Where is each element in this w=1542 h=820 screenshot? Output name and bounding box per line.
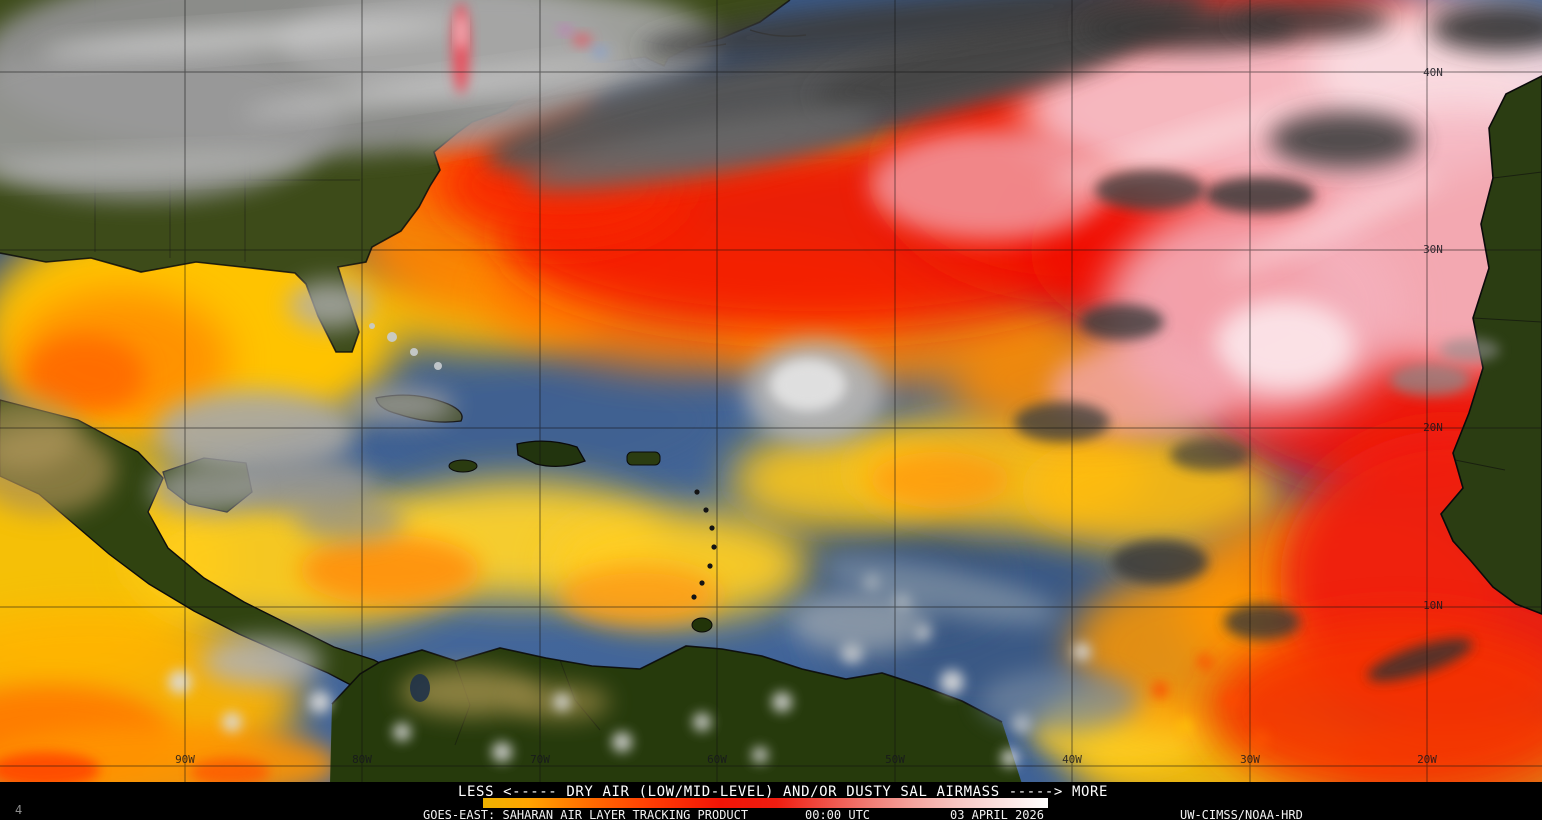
lon-label-80w: 80W xyxy=(352,753,372,766)
lat-label-10n: 10N xyxy=(1423,599,1443,612)
grid-labels: 90W 80W 70W 60W 50W 40W 30W 20W 40N 30N … xyxy=(175,66,1443,766)
footer-bar: 4 LESS <----- DRY AIR (LOW/MID-LEVEL) AN… xyxy=(0,782,1542,820)
lat-label-30n: 30N xyxy=(1423,243,1443,256)
trinidad-island xyxy=(691,617,713,633)
lon-label-20w: 20W xyxy=(1417,753,1437,766)
colorbar xyxy=(483,798,1048,808)
colorbar-legend-text: LESS <----- DRY AIR (LOW/MID-LEVEL) AND/… xyxy=(458,784,1109,800)
bahamas-islands xyxy=(369,323,442,370)
lat-label-20n: 20N xyxy=(1423,421,1443,434)
product-title: GOES-EAST: SAHARAN AIR LAYER TRACKING PR… xyxy=(423,808,749,820)
timestamp-utc: 00:00 UTC xyxy=(805,808,871,820)
satellite-image: 90W 80W 70W 60W 50W 40W 30W 20W 40N 30N … xyxy=(0,0,1542,784)
lat-lon-gridlines xyxy=(0,0,1542,784)
lon-label-40w: 40W xyxy=(1062,753,1082,766)
hispaniola-island xyxy=(516,440,586,468)
lake-maracaibo xyxy=(410,674,430,702)
lat-label-40n: 40N xyxy=(1423,66,1443,79)
lesser-antilles-islands xyxy=(691,489,717,600)
lon-label-90w: 90W xyxy=(175,753,195,766)
frame-number-watermark: 4 xyxy=(15,803,23,817)
lon-label-60w: 60W xyxy=(707,753,727,766)
credit-label: UW-CIMSS/NOAA-HRD xyxy=(1180,808,1303,820)
puerto-rico-island xyxy=(626,451,661,466)
date-label: 03 APRIL 2026 xyxy=(950,808,1044,820)
lon-label-70w: 70W xyxy=(530,753,550,766)
lon-label-30w: 30W xyxy=(1240,753,1260,766)
lon-label-50w: 50W xyxy=(885,753,905,766)
jamaica-island xyxy=(448,459,478,473)
